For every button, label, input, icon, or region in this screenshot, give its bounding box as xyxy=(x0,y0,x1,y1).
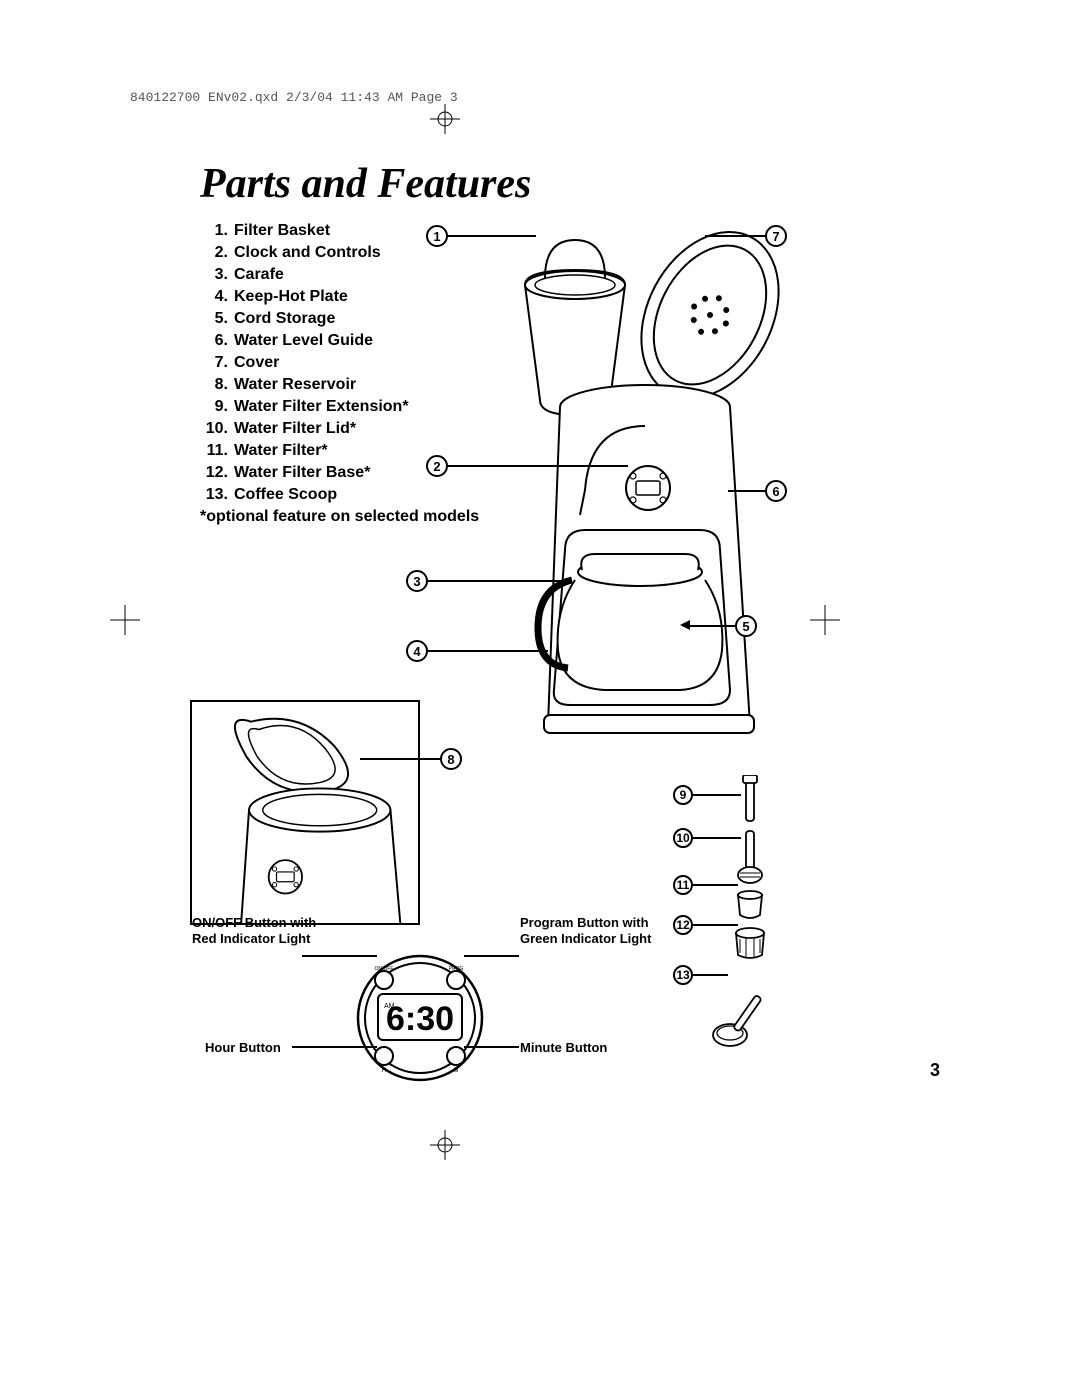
svg-text:6:30: 6:30 xyxy=(386,1000,454,1038)
callout-13: 13 xyxy=(673,965,693,985)
clock-label-onoff: ON/OFF Button with Red Indicator Light xyxy=(192,915,332,947)
leader-line xyxy=(693,837,741,839)
document-header: 840122700 ENv02.qxd 2/3/04 11:43 AM Page… xyxy=(130,90,458,105)
leader-line xyxy=(302,955,377,957)
leader-line xyxy=(292,1046,377,1048)
callout-11: 11 xyxy=(673,875,693,895)
page-number: 3 xyxy=(930,1060,940,1081)
callout-7: 7 xyxy=(765,225,787,247)
leader-line xyxy=(693,884,738,886)
svg-text:AM: AM xyxy=(384,1003,395,1010)
leader-line xyxy=(464,955,519,957)
registration-mark-bottom-icon xyxy=(430,1130,460,1160)
page-title: Parts and Features xyxy=(200,160,531,208)
leader-line xyxy=(690,625,735,627)
callout-9: 9 xyxy=(673,785,693,805)
reservoir-illustration-icon xyxy=(190,700,420,925)
callout-4: 4 xyxy=(406,640,428,662)
leader-line xyxy=(693,974,728,976)
leader-line xyxy=(693,794,741,796)
registration-mark-right-icon xyxy=(810,605,840,635)
clock-label-minute: Minute Button xyxy=(520,1040,660,1056)
arrow-icon xyxy=(680,620,690,630)
callout-1: 1 xyxy=(426,225,448,247)
callout-6: 6 xyxy=(765,480,787,502)
svg-text:H: H xyxy=(382,1068,386,1074)
clock-label-program: Program Button with Green Indicator Ligh… xyxy=(520,915,660,947)
leader-line xyxy=(728,490,765,492)
accessories-illustration-icon xyxy=(710,775,790,1065)
callout-8: 8 xyxy=(440,748,462,770)
clock-label-hour: Hour Button xyxy=(205,1040,345,1056)
coffeemaker-illustration-icon xyxy=(430,220,790,740)
leader-line xyxy=(705,235,765,237)
leader-line xyxy=(448,235,536,237)
callout-3: 3 xyxy=(406,570,428,592)
clock-detail-illustration-icon: 6:30 AM ON/OFF PROG H M xyxy=(330,940,510,1095)
callout-2: 2 xyxy=(426,455,448,477)
leader-line xyxy=(464,1046,519,1048)
callout-5: 5 xyxy=(735,615,757,637)
svg-text:PROG: PROG xyxy=(449,966,464,972)
leader-line xyxy=(448,465,628,467)
leader-line xyxy=(360,758,440,760)
svg-text:M: M xyxy=(454,1068,459,1074)
leader-line xyxy=(428,580,563,582)
leader-line xyxy=(693,924,738,926)
svg-text:ON/OFF: ON/OFF xyxy=(375,966,394,972)
callout-10: 10 xyxy=(673,828,693,848)
registration-mark-left-icon xyxy=(110,605,140,635)
registration-mark-top-icon xyxy=(430,104,460,134)
leader-line xyxy=(428,650,548,652)
callout-12: 12 xyxy=(673,915,693,935)
manual-page: 840122700 ENv02.qxd 2/3/04 11:43 AM Page… xyxy=(130,60,950,1330)
